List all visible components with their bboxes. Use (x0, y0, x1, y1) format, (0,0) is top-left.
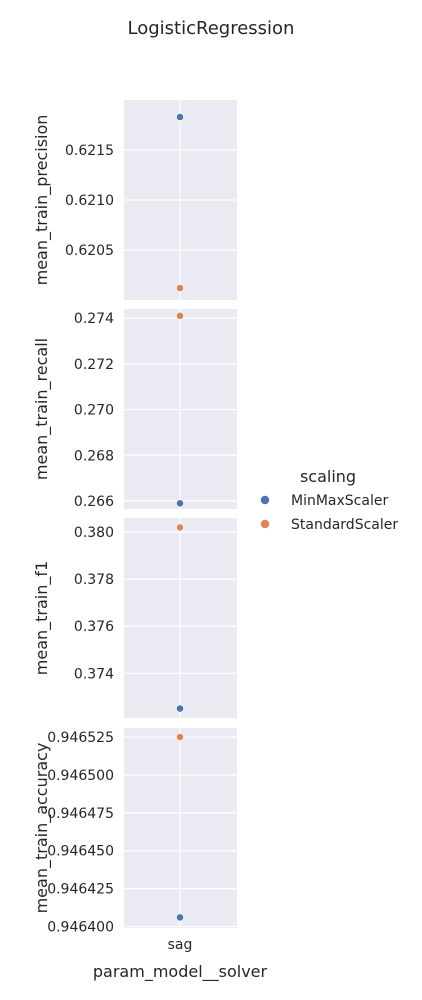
y-tick-label: 0.376 (74, 619, 114, 635)
y-tick-label: 0.946475 (47, 806, 114, 822)
y-tick-label: 0.374 (74, 666, 114, 682)
data-point-standardscaler (176, 733, 184, 741)
y-axis-label: mean_train_f1 (32, 561, 52, 675)
y-tick-label: 0.274 (74, 311, 114, 327)
x-axis-label: param_model__solver (93, 962, 268, 982)
y-tick-label: 0.946400 (47, 919, 114, 935)
data-point-minmaxscaler (176, 113, 184, 121)
panel-2: 0.266 0.268 0.270 0.272 0.274 mean_train_reca… (32, 309, 237, 510)
data-point-minmaxscaler (176, 499, 184, 508)
legend-label: StandardScaler (291, 517, 398, 533)
legend: scaling MinMaxScaler StandardScaler (260, 467, 398, 533)
y-tick-label: 0.946525 (47, 730, 114, 746)
y-tick-label: 0.6210 (65, 193, 114, 209)
panel-4: 0.946400 0.946425 0.946450 0.946475 0.946500… (32, 728, 237, 935)
legend-marker-standardscaler (260, 519, 270, 529)
y-tick-label: 0.6215 (65, 143, 114, 159)
legend-label: MinMaxScaler (291, 493, 388, 509)
y-tick-label: 0.380 (74, 525, 114, 541)
y-tick-label: 0.946450 (47, 844, 114, 860)
legend-title: scaling (300, 467, 356, 486)
y-tick-label: 0.378 (74, 572, 114, 588)
y-axis-label: mean_train_recall (32, 338, 52, 480)
panel-3: 0.374 0.376 0.378 0.380 mean_train_f1 (32, 518, 237, 718)
y-tick-label: 0.270 (74, 403, 114, 419)
y-tick-label: 0.268 (74, 448, 114, 464)
y-tick-label: 0.6205 (65, 243, 114, 259)
panel-1: 0.6205 0.6210 0.6215 mean_train_precision (32, 100, 237, 300)
data-point-standardscaler (176, 284, 184, 292)
panels-group: 0.62050.62100.6215mean_train_precision0.… (32, 100, 237, 953)
y-tick-label: 0.946425 (47, 882, 114, 898)
y-tick-label: 0.266 (74, 494, 114, 510)
y-axis-label: mean_train_precision (32, 115, 52, 286)
chart-title: LogisticRegression (128, 18, 295, 39)
data-point-standardscaler (176, 523, 184, 532)
x-tick-label: sag (168, 937, 193, 953)
legend-marker-minmaxscaler (260, 495, 270, 505)
data-point-minmaxscaler (176, 913, 184, 922)
data-point-standardscaler (176, 311, 184, 320)
data-point-minmaxscaler (176, 704, 184, 713)
y-tick-label: 0.272 (74, 357, 114, 373)
y-tick-label: 0.946500 (47, 768, 114, 784)
legend-entries: MinMaxScaler StandardScaler (260, 493, 398, 533)
y-axis-label: mean_train_accuracy (32, 743, 52, 914)
